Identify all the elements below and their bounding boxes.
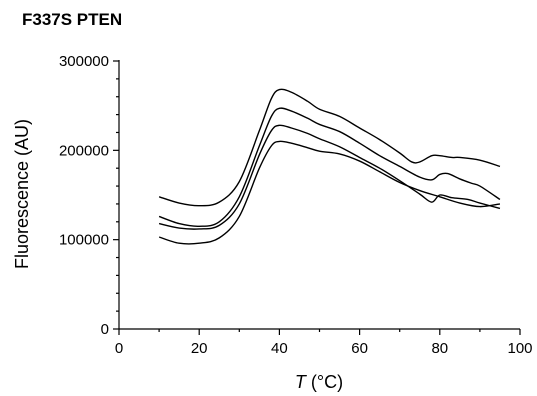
series-line-2 <box>158 107 501 228</box>
x-tick-label: 100 <box>507 340 532 357</box>
y-tick-label: 300000 <box>59 53 109 70</box>
x-tick-label: 40 <box>271 340 288 357</box>
series-line-1 <box>158 88 501 207</box>
y-tick-label: 200000 <box>59 142 109 159</box>
x-tick-label: 20 <box>191 340 208 357</box>
axes <box>118 60 520 330</box>
x-axis-label-symbol: T <box>295 372 308 392</box>
chart-title: F337S PTEN <box>22 10 122 29</box>
x-tick-label: 0 <box>115 340 123 357</box>
y-axis-label: Fluorescence (AU) <box>12 119 32 269</box>
x-tick-label: 80 <box>431 340 448 357</box>
series-line-4 <box>158 140 501 245</box>
series-layer <box>158 88 501 245</box>
y-tick-label: 100000 <box>59 232 109 249</box>
x-tick-label: 60 <box>351 340 368 357</box>
ticks: 0 100000 200000 300000 0 20 40 60 80 100 <box>59 53 533 357</box>
y-tick-label: 0 <box>101 321 109 338</box>
x-axis-label-unit: (°C) <box>306 372 343 392</box>
series-line-3 <box>158 124 501 230</box>
x-axis-label: T (°C) <box>295 372 343 392</box>
